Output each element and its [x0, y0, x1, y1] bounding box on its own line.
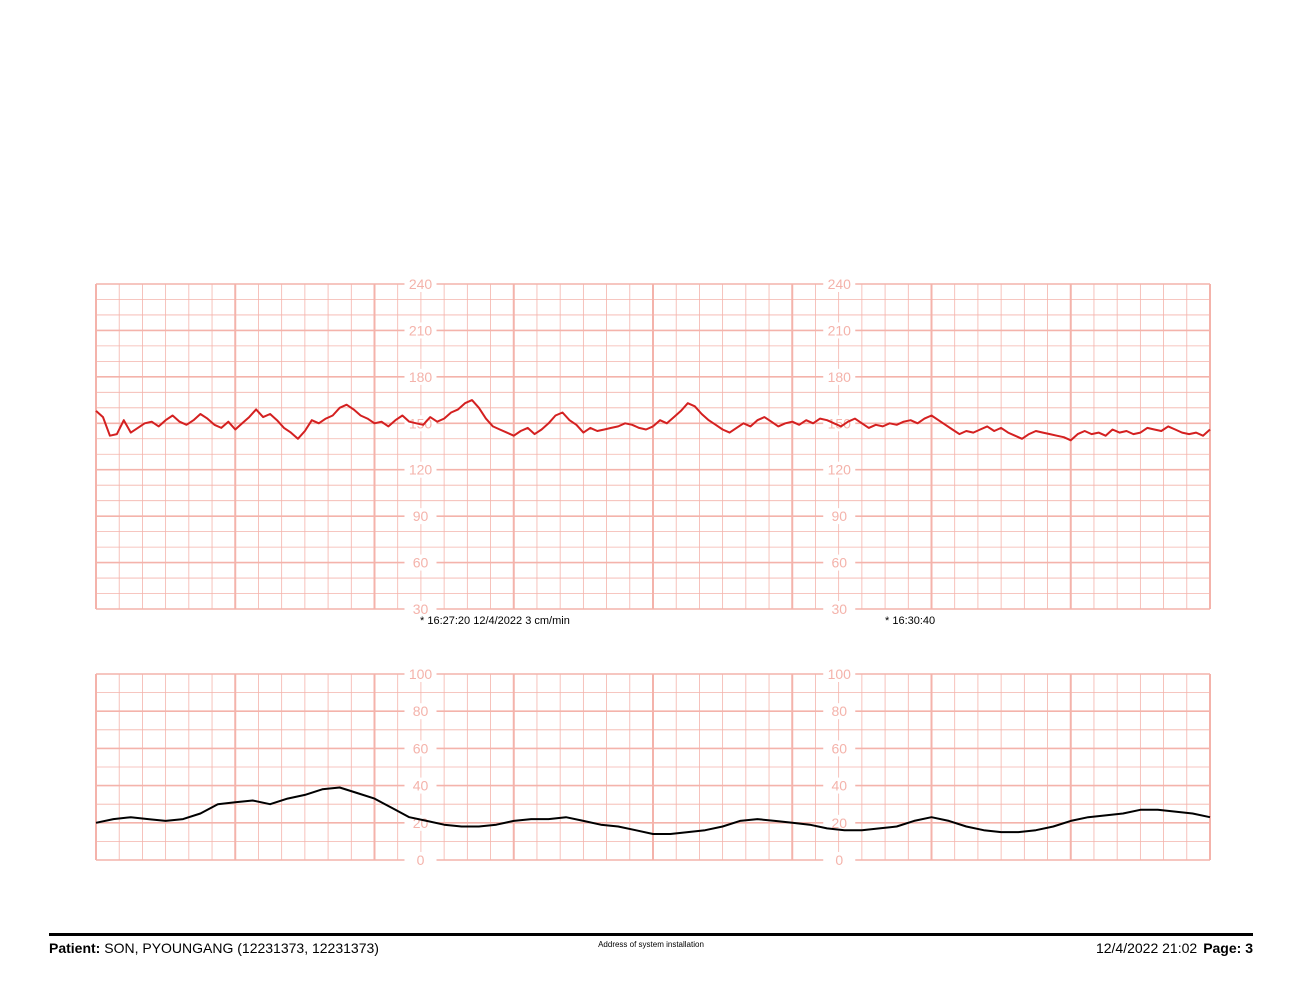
tick-label-bg	[823, 276, 856, 292]
y-tick-label: 240	[409, 276, 433, 292]
y-tick-label: 30	[831, 601, 847, 617]
tick-label-bg	[823, 461, 856, 478]
tick-label-bg	[823, 508, 856, 525]
patient-value: SON, PYOUNGANG (12231373, 12231373)	[104, 940, 379, 956]
tick-label-bg	[404, 777, 437, 794]
y-tick-label: 60	[413, 555, 429, 571]
y-tick-label: 150	[828, 415, 852, 431]
tick-label-bg	[823, 740, 856, 757]
tick-label-bg	[823, 703, 856, 720]
y-tick-label: 240	[828, 276, 852, 292]
y-tick-label: 100	[409, 666, 433, 682]
y-tick-label: 100	[828, 666, 852, 682]
y-tick-label: 120	[828, 462, 852, 478]
trace-line	[95, 786, 1211, 835]
tick-label-bg	[404, 461, 437, 478]
tick-label-bg	[823, 322, 856, 339]
uc-trace	[95, 786, 1211, 835]
tick-label-bg	[404, 368, 437, 385]
tick-label-bg	[404, 508, 437, 525]
tick-label-bg	[823, 777, 856, 794]
y-tick-label: 40	[831, 778, 847, 794]
patient-label: Patient:	[49, 940, 101, 956]
print-info: 12/4/2022 21:02 Page: 3	[1096, 940, 1253, 956]
tick-label-bg	[404, 740, 437, 757]
y-tick-label: 180	[409, 369, 433, 385]
trace-line	[652, 402, 1211, 442]
tick-label-bg	[823, 368, 856, 385]
tick-label-bg	[404, 322, 437, 339]
y-tick-label: 20	[831, 815, 847, 831]
tick-label-bg	[823, 415, 856, 432]
tick-label-bg	[404, 852, 437, 868]
tick-label-bg	[823, 814, 856, 831]
fhr-trace	[95, 399, 1211, 442]
footer-rule	[49, 933, 1253, 936]
fhr-annotation-1: * 16:27:20 12/4/2022 3 cm/min	[420, 615, 570, 627]
tick-label-bg	[823, 601, 856, 617]
tick-label-bg	[404, 703, 437, 720]
tick-label-bg	[404, 601, 437, 617]
patient-info: Patient: SON, PYOUNGANG (12231373, 12231…	[49, 940, 379, 956]
tick-label-bg	[404, 554, 437, 571]
uc-chart: 100 100 80 80 60 60 40 40 20 20 0 0	[95, 666, 1211, 868]
y-tick-label: 0	[835, 852, 843, 868]
y-tick-label: 80	[413, 703, 429, 719]
page-number: Page: 3	[1203, 940, 1253, 956]
trace-line	[95, 399, 654, 440]
y-tick-label: 0	[417, 852, 425, 868]
y-tick-label: 60	[831, 740, 847, 756]
tick-label-bg	[823, 852, 856, 868]
y-tick-label: 30	[413, 601, 429, 617]
y-tick-label: 60	[413, 740, 429, 756]
y-tick-label: 80	[831, 703, 847, 719]
y-tick-label: 210	[828, 322, 852, 338]
print-datetime: 12/4/2022 21:02	[1095, 940, 1198, 956]
y-tick-label: 180	[828, 369, 852, 385]
y-tick-label: 20	[413, 815, 429, 831]
y-tick-label: 90	[413, 508, 429, 524]
fhr-annotation-2: * 16:30:40	[885, 615, 935, 627]
tick-label-bg	[404, 666, 437, 682]
y-tick-label: 60	[831, 555, 847, 571]
tick-label-bg	[823, 554, 856, 571]
y-tick-label: 90	[831, 508, 847, 524]
footer: Patient: SON, PYOUNGANG (12231373, 12231…	[49, 940, 1253, 960]
y-tick-label: 40	[413, 778, 429, 794]
tick-label-bg	[823, 666, 856, 682]
y-tick-label: 120	[409, 462, 433, 478]
address-text: Address of system installation	[598, 940, 704, 949]
tick-label-bg	[404, 276, 437, 292]
y-tick-label: 210	[409, 322, 433, 338]
fhr-grid	[95, 283, 1211, 610]
uc-grid	[95, 673, 1211, 861]
